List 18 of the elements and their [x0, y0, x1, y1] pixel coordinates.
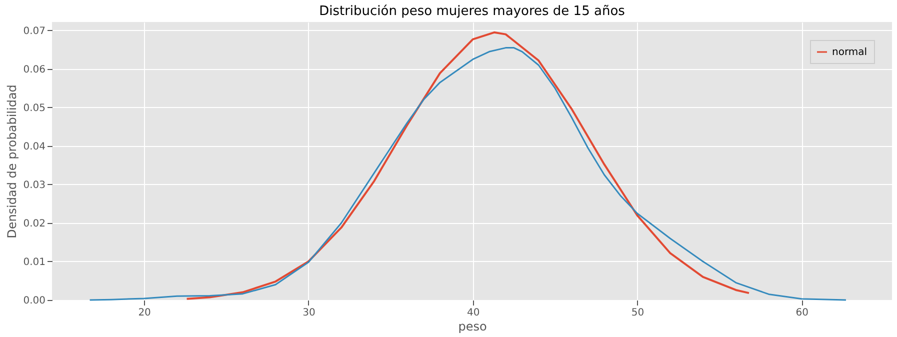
legend-label: normal [832, 47, 868, 58]
chart-title: Distribución peso mujeres mayores de 15 años [319, 4, 626, 19]
y-tick-label: 0.01 [23, 256, 46, 268]
y-tick-label: 0.00 [23, 296, 46, 306]
y-tick-label: 0.07 [23, 26, 46, 37]
y-tick-label: 0.06 [23, 64, 46, 76]
y-tick-label: 0.05 [23, 102, 46, 114]
x-tick-label: 40 [466, 308, 480, 318]
y-tick-label: 0.04 [23, 141, 46, 152]
y-tick-label: 0.02 [23, 218, 46, 230]
x-tick-label: 50 [631, 308, 644, 318]
line-series [186, 31, 750, 300]
y-tick-label: 0.03 [23, 180, 46, 191]
x-tick-label: 30 [302, 308, 316, 318]
x-tick-label: 60 [796, 308, 808, 318]
x-axis-title: peso [458, 320, 487, 334]
y-axis-title: Densidad de probabilidad [5, 84, 20, 238]
x-tick-label: 20 [138, 308, 151, 318]
